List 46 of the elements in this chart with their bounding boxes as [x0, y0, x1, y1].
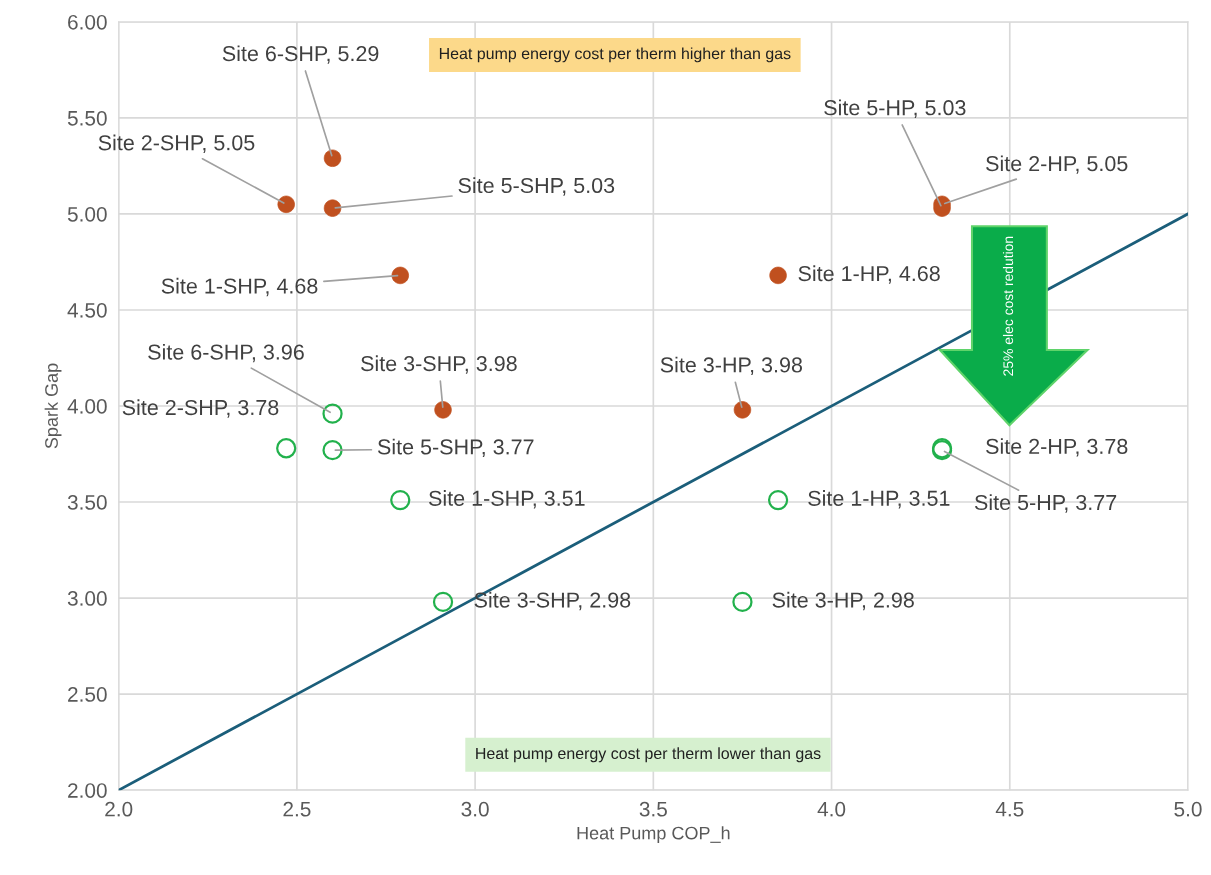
- x-tick-label: 4.0: [817, 801, 846, 817]
- data-label: Site 3-SHP, 3.98: [361, 355, 517, 374]
- data-label: Site 6-SHP, 5.29: [222, 45, 379, 64]
- point: [276, 438, 297, 459]
- x-tick-label: 3.5: [639, 801, 667, 817]
- data-label: Site 1-SHP, 3.51: [429, 490, 585, 509]
- data-label: Site 6-SHP, 3.96: [148, 343, 304, 363]
- data-label: Site 3-HP, 2.98: [772, 591, 914, 611]
- annotation: Heat pump energy cost per therm higher than gas: [439, 47, 791, 63]
- data-label: Site 5-HP, 3.77: [974, 494, 1117, 513]
- data-label: Site 1-HP, 3.51: [808, 490, 950, 509]
- point: [432, 591, 454, 613]
- data-label: Site 3-SHP, 2.98: [474, 591, 631, 611]
- data-label: Site 1-HP, 4.68: [798, 265, 940, 284]
- data-label: Site 2-SHP, 3.78: [122, 399, 279, 418]
- x-tick-label: 2.0: [105, 801, 133, 817]
- y-tick-label: 6.00: [68, 14, 107, 30]
- point: [767, 489, 789, 511]
- x-tick-label: 2.5: [283, 801, 311, 817]
- y-tick-label: 4.50: [67, 302, 107, 318]
- point: [322, 440, 343, 461]
- y-axis-title: Spark Gap: [44, 363, 62, 449]
- data-label: Site 3-HP, 3.98: [660, 356, 803, 376]
- point: [322, 403, 343, 424]
- y-tick-label: 2.00: [68, 783, 107, 798]
- annotation: Heat pump energy cost per therm lower than gas: [476, 747, 821, 763]
- data-label: Site 2-HP, 5.05: [986, 155, 1128, 174]
- x-tick-label: 3.0: [461, 801, 489, 817]
- y-tick-label: 3.00: [67, 591, 107, 606]
- data-label: Site 5-SHP, 3.77: [377, 438, 534, 458]
- data-label: Site 1-SHP, 4.68: [161, 277, 318, 297]
- data-label: Site 5-SHP, 5.03: [458, 177, 615, 196]
- y-tick-label: 2.50: [68, 687, 107, 702]
- y-tick-label: 3.50: [67, 495, 107, 510]
- y-tick-label: 5.00: [67, 206, 107, 222]
- x-axis-title: Heat Pump COP_h: [577, 826, 730, 844]
- annotation: 25% elec cost redution: [1002, 236, 1014, 376]
- data-label: Site 2-HP, 3.78: [986, 438, 1128, 457]
- x-tick-label: 5.0: [1174, 801, 1202, 817]
- point: [732, 591, 753, 613]
- x-tick-label: 4.5: [995, 802, 1024, 817]
- y-tick-label: 5.50: [67, 110, 107, 126]
- point: [390, 489, 411, 511]
- data-label: Site 2-SHP, 5.05: [98, 134, 255, 153]
- y-tick-label: 4.00: [67, 399, 107, 414]
- data-label: Site 5-HP, 5.03: [824, 99, 966, 118]
